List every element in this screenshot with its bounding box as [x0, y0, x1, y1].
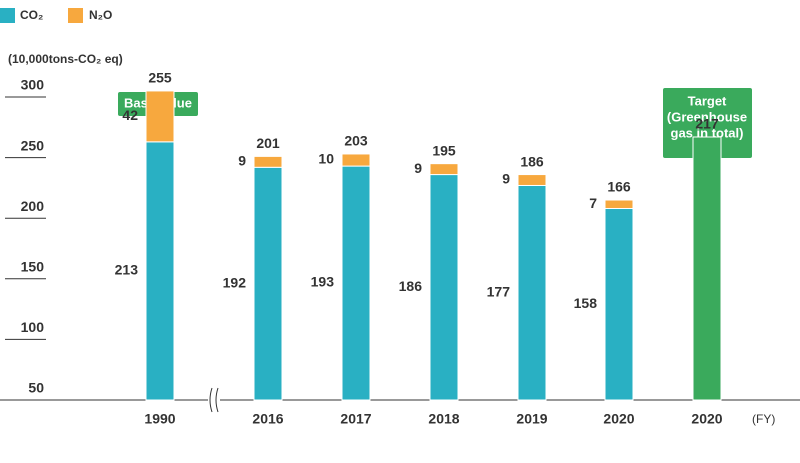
- x-tick-label: 2019: [516, 411, 547, 427]
- x-tick-label: 2016: [252, 411, 283, 427]
- value-label: 193: [311, 274, 335, 290]
- value-label: 186: [399, 278, 423, 294]
- x-tick-label: 2017: [340, 411, 371, 427]
- x-tick-label: 1990: [144, 411, 175, 427]
- y-tick-label: 200: [21, 198, 45, 214]
- value-label: 10: [318, 151, 334, 167]
- total-label: 255: [148, 70, 172, 86]
- value-label: 177: [487, 283, 511, 299]
- bar-segment: [145, 90, 175, 143]
- bar-segment: [517, 184, 547, 401]
- y-tick-label: 50: [28, 380, 44, 396]
- total-label: 166: [607, 179, 631, 195]
- target-callout: Target (Greenhouse gas in total): [663, 88, 752, 165]
- legend-label: CO₂: [20, 8, 43, 22]
- value-label: 9: [238, 153, 246, 169]
- value-label: 217: [695, 116, 719, 132]
- break-mark: [209, 387, 219, 413]
- callout-text: (Greenhouse: [667, 109, 747, 124]
- bar-segment: [145, 141, 175, 401]
- total-label: 195: [432, 142, 456, 158]
- callout-text: gas in total): [671, 125, 744, 140]
- bar-segment: [517, 174, 547, 186]
- legend-swatch: [0, 8, 15, 23]
- x-tick-label: 2020: [691, 411, 722, 427]
- total-label: 186: [520, 153, 544, 169]
- axis-break: [208, 387, 220, 413]
- callout-box: [663, 88, 752, 158]
- x-unit: (FY): [752, 412, 775, 426]
- y-tick-label: 300: [21, 77, 45, 93]
- bar-segment: [692, 136, 722, 401]
- value-label: 7: [589, 195, 597, 211]
- value-label: 9: [502, 171, 510, 187]
- value-label: 9: [414, 160, 422, 176]
- bar-segment: [604, 208, 634, 401]
- callout-text: Target: [688, 93, 727, 108]
- bar-segment: [341, 153, 371, 167]
- bar-segment: [429, 174, 459, 401]
- bar-segment: [341, 165, 371, 401]
- y-tick-label: 150: [21, 259, 45, 275]
- value-label: 192: [223, 274, 247, 290]
- value-label: 213: [115, 262, 139, 278]
- x-tick-label: 2020: [603, 411, 634, 427]
- y-tick-label: 250: [21, 137, 45, 153]
- value-label: 42: [122, 107, 138, 123]
- bar-segment: [604, 199, 634, 210]
- bar-segment: [253, 166, 283, 401]
- value-label: 158: [574, 295, 598, 311]
- total-label: 203: [344, 133, 368, 149]
- legend-label: N₂O: [89, 8, 112, 22]
- x-tick-label: 2018: [428, 411, 459, 427]
- bar-segment: [429, 163, 459, 176]
- bar-segment: [253, 155, 283, 168]
- y-tick-label: 100: [21, 319, 45, 335]
- unit-label: (10,000tons-CO₂ eq): [8, 52, 123, 66]
- total-label: 201: [256, 135, 280, 151]
- legend-swatch: [68, 8, 83, 23]
